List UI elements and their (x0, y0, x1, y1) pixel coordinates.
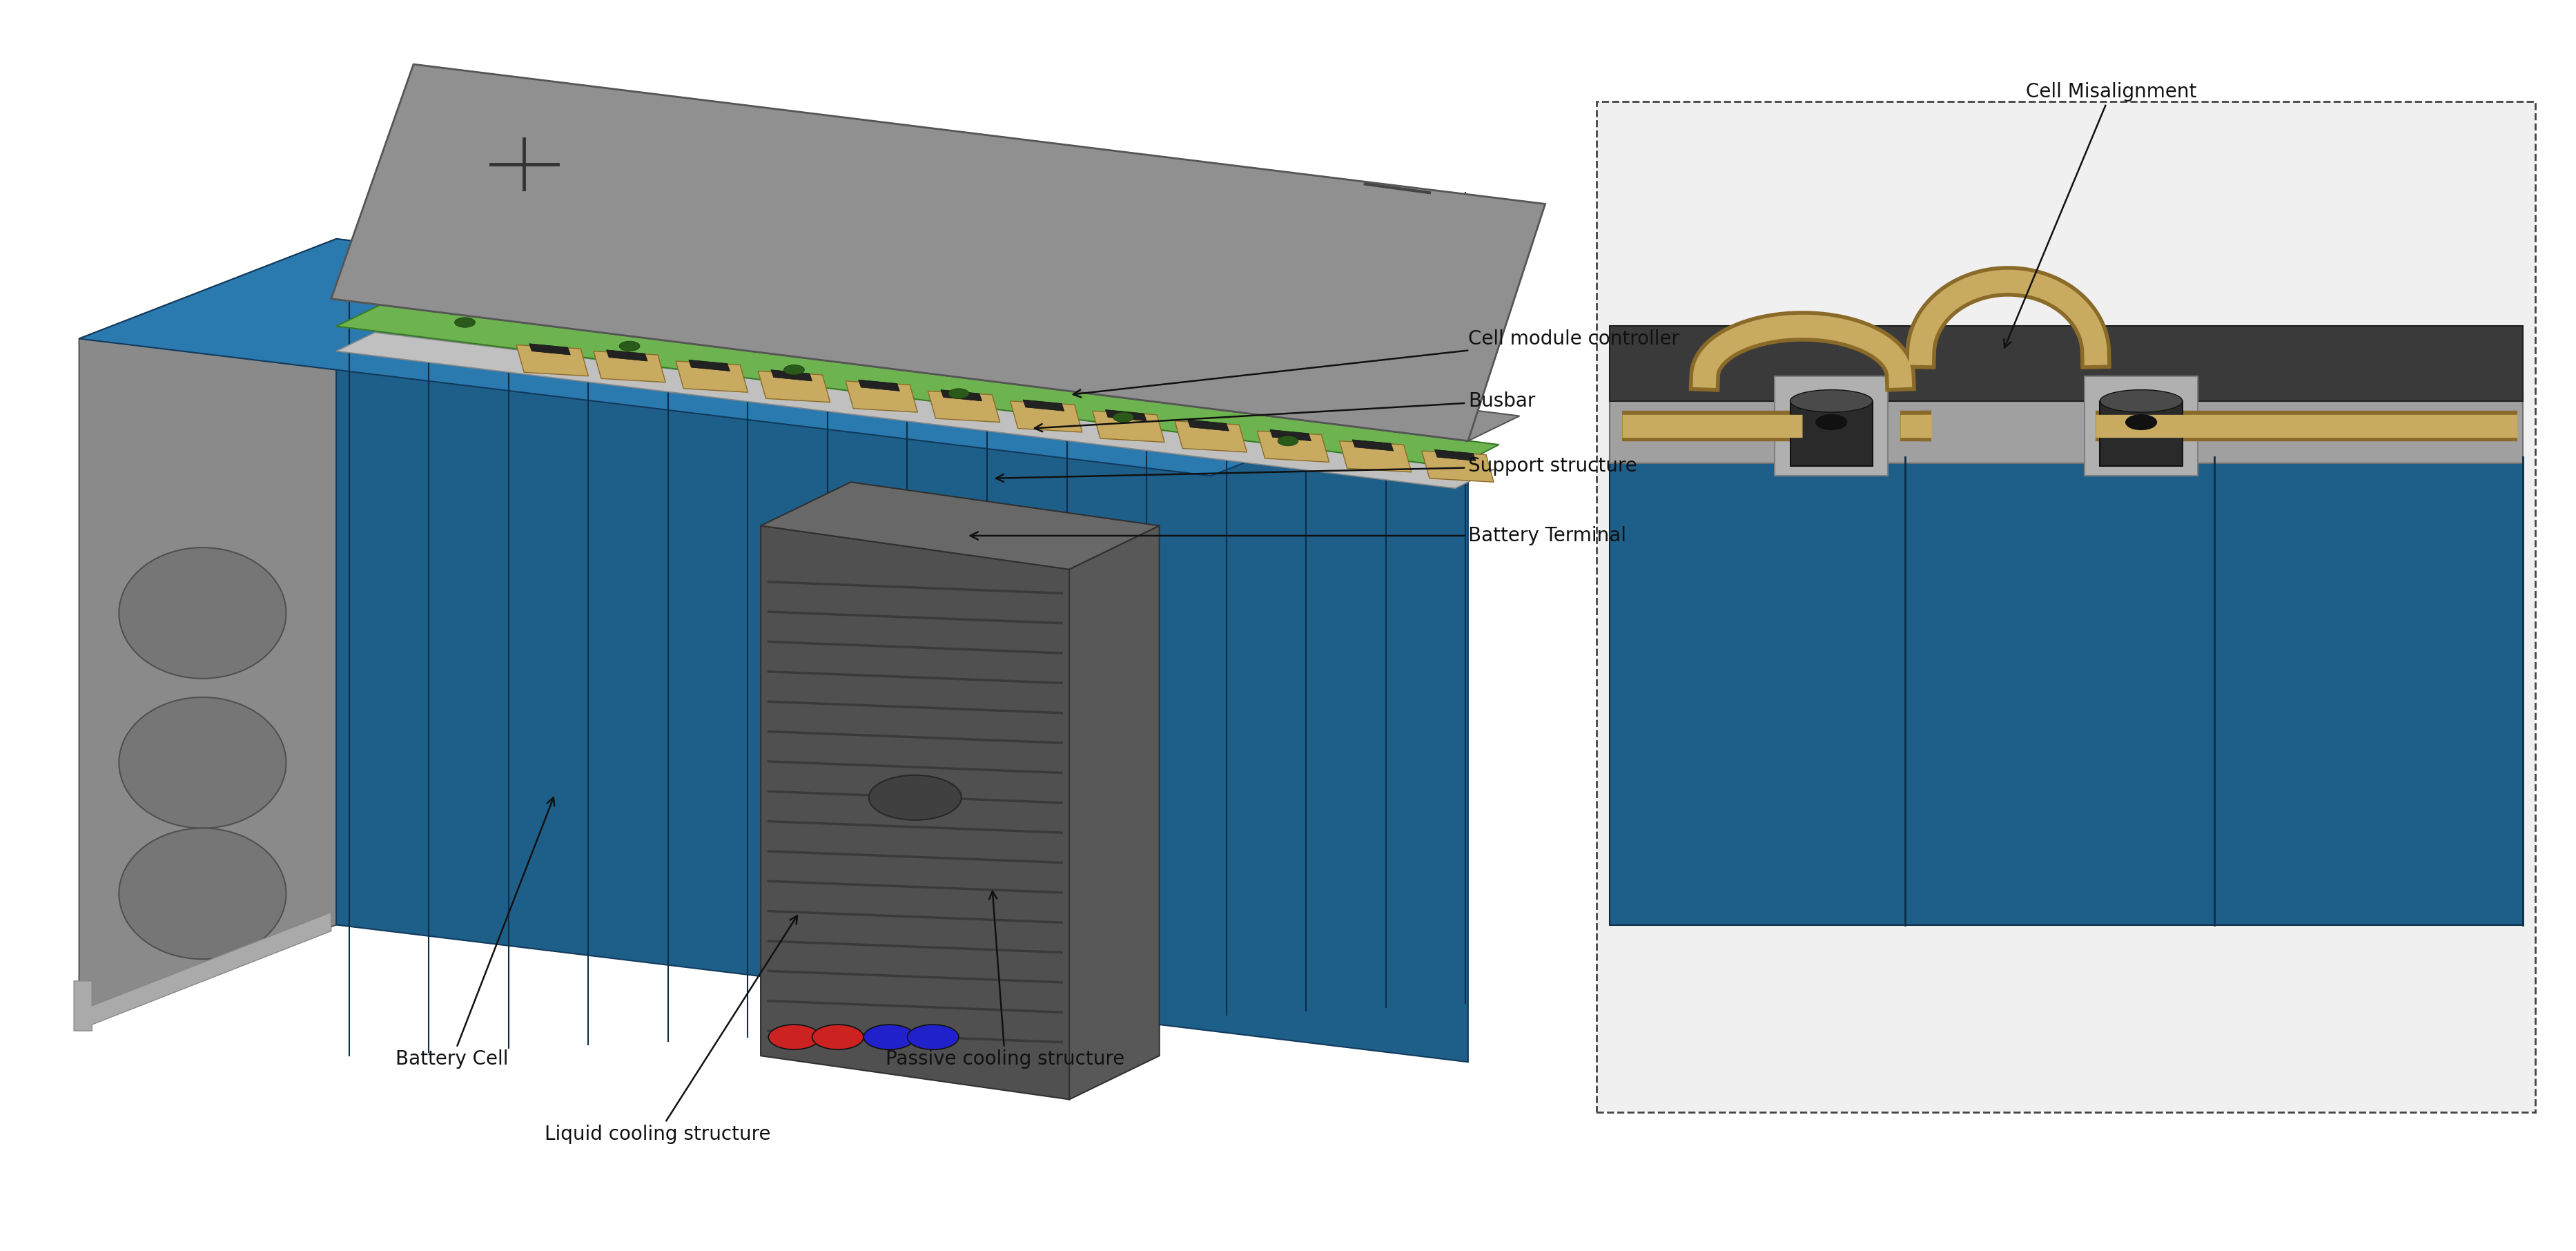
Circle shape (863, 1025, 914, 1050)
Polygon shape (1270, 429, 1311, 440)
Polygon shape (845, 382, 917, 413)
Ellipse shape (118, 697, 286, 828)
Polygon shape (760, 482, 1159, 569)
Bar (1790, 402, 1873, 465)
Polygon shape (1092, 412, 1164, 442)
Polygon shape (332, 274, 1520, 440)
Text: Passive cooling structure: Passive cooling structure (886, 891, 1126, 1068)
Polygon shape (75, 912, 332, 1031)
Polygon shape (858, 380, 899, 392)
Polygon shape (1257, 430, 1329, 462)
Polygon shape (1010, 402, 1082, 432)
Polygon shape (528, 344, 569, 355)
Text: Busbar: Busbar (1036, 392, 1535, 432)
Bar (1610, 457, 2522, 924)
Polygon shape (675, 362, 747, 393)
Polygon shape (1352, 439, 1394, 450)
Polygon shape (1069, 525, 1159, 1100)
Circle shape (618, 342, 639, 352)
Circle shape (768, 1025, 819, 1050)
Text: Cell module controller: Cell module controller (1074, 329, 1680, 398)
Bar (1597, 101, 2535, 1112)
Polygon shape (1188, 420, 1229, 430)
Circle shape (948, 389, 969, 399)
Polygon shape (332, 64, 1546, 440)
Ellipse shape (118, 548, 286, 678)
Bar (1597, 101, 2535, 1112)
Bar (2099, 402, 2182, 465)
Ellipse shape (2099, 390, 2182, 413)
Polygon shape (1023, 400, 1064, 412)
Circle shape (2125, 415, 2156, 429)
Polygon shape (940, 390, 981, 402)
Polygon shape (1435, 449, 1476, 460)
Ellipse shape (118, 828, 286, 960)
Circle shape (453, 318, 474, 328)
Text: Liquid cooling structure: Liquid cooling structure (544, 916, 796, 1143)
Text: Battery Cell: Battery Cell (397, 797, 554, 1068)
Polygon shape (605, 350, 647, 362)
Text: Support structure: Support structure (997, 457, 1636, 482)
Polygon shape (80, 239, 1468, 475)
Polygon shape (1340, 440, 1412, 472)
Circle shape (1278, 435, 1298, 445)
Polygon shape (927, 392, 999, 422)
Bar (1775, 377, 1888, 475)
Bar (1610, 327, 2522, 402)
Circle shape (1113, 413, 1133, 422)
Polygon shape (337, 304, 1499, 467)
Circle shape (907, 1025, 958, 1050)
Bar (1610, 395, 2522, 463)
Polygon shape (688, 360, 729, 372)
Polygon shape (1105, 410, 1146, 422)
Polygon shape (770, 370, 811, 382)
Text: Battery Terminal: Battery Terminal (971, 525, 1625, 545)
Circle shape (783, 365, 804, 375)
Bar (2084, 377, 2197, 475)
Polygon shape (1422, 450, 1494, 482)
Circle shape (1816, 415, 1847, 429)
Polygon shape (1175, 422, 1247, 452)
Ellipse shape (1790, 390, 1873, 413)
Polygon shape (592, 352, 665, 383)
Circle shape (811, 1025, 863, 1050)
Polygon shape (757, 372, 829, 403)
Polygon shape (80, 239, 337, 1025)
Circle shape (868, 776, 961, 821)
Polygon shape (337, 239, 1468, 1062)
Polygon shape (337, 333, 1494, 488)
Polygon shape (515, 345, 587, 377)
Polygon shape (760, 525, 1069, 1100)
Text: Cell Misalignment: Cell Misalignment (2004, 83, 2197, 348)
